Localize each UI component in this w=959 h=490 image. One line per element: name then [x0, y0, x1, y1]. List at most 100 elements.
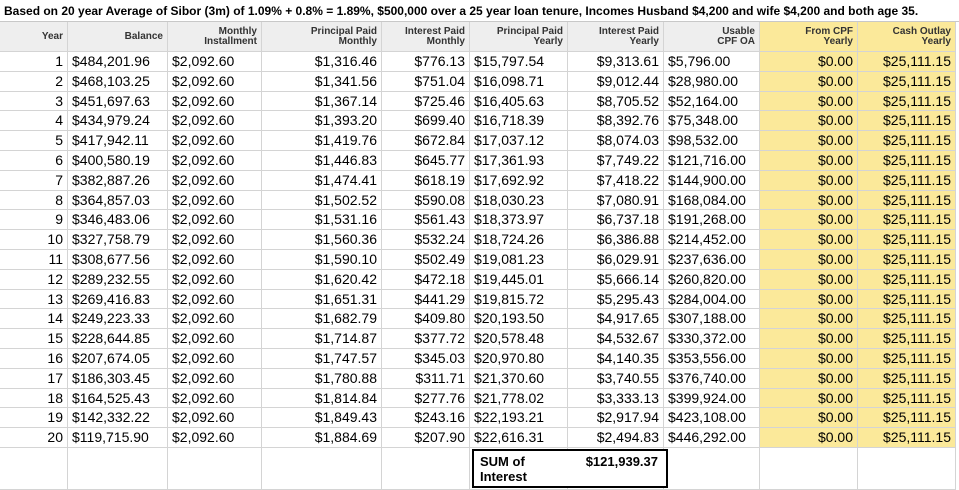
sum-label: SUM of Interest — [480, 454, 527, 484]
table-cell: $207.90 — [382, 428, 470, 448]
table-cell: $1,849.43 — [262, 408, 382, 429]
table-cell: 13 — [0, 289, 68, 310]
table-cell: $399,924.00 — [664, 388, 760, 409]
table-cell: $0.00 — [760, 408, 858, 429]
table-cell: $269,416.83 — [68, 289, 168, 310]
header-line: Balance — [124, 30, 163, 42]
table-cell: $17,361.93 — [470, 151, 568, 171]
table-cell: $18,373.97 — [470, 210, 568, 231]
table-cell: $346,483.06 — [68, 210, 168, 231]
table-cell: $289,232.55 — [68, 269, 168, 290]
table-cell: 17 — [0, 368, 68, 389]
table-cell: $0.00 — [760, 71, 858, 92]
table-cell: $18,030.23 — [470, 190, 568, 211]
table-cell: 8 — [0, 190, 68, 211]
table-cell: $1,419.76 — [262, 131, 382, 151]
table-cell: $2,092.60 — [168, 309, 262, 330]
table-cell: $9,313.61 — [568, 52, 664, 72]
table-cell: $17,037.12 — [470, 131, 568, 151]
table-cell: $25,111.15 — [858, 190, 956, 211]
header-line: Yearly — [533, 35, 563, 47]
table-cell: 12 — [0, 269, 68, 290]
table-cell: $2,092.60 — [168, 428, 262, 448]
table-cell: $2,092.60 — [168, 131, 262, 151]
table-cell: $2,092.60 — [168, 250, 262, 270]
sum-label-line: SUM of — [480, 454, 525, 469]
table-cell: $18,724.26 — [470, 230, 568, 250]
table-cell: $25,111.15 — [858, 250, 956, 270]
table-cell: $434,979.24 — [68, 111, 168, 132]
table-cell: $16,098.71 — [470, 71, 568, 92]
table-cell: $6,737.18 — [568, 210, 664, 231]
table-cell: $2,494.83 — [568, 428, 664, 448]
table-cell: $22,193.21 — [470, 408, 568, 429]
table-cell: $330,372.00 — [664, 329, 760, 349]
header-line: Interest Paid — [598, 25, 659, 37]
table-cell: $25,111.15 — [858, 408, 956, 429]
table-cell: $1,747.57 — [262, 349, 382, 369]
table-cell: $400,580.19 — [68, 151, 168, 171]
table-cell: 18 — [0, 388, 68, 409]
table-cell: $25,111.15 — [858, 368, 956, 389]
table-cell: $284,004.00 — [664, 289, 760, 310]
table-cell: $1,341.56 — [262, 71, 382, 92]
table-cell: $21,370.60 — [470, 368, 568, 389]
table-cell: $2,092.60 — [168, 230, 262, 250]
table-cell: $0.00 — [760, 428, 858, 448]
table-cell: $311.71 — [382, 368, 470, 389]
table-cell: $645.77 — [382, 151, 470, 171]
table-cell: 7 — [0, 170, 68, 191]
table-cell: 11 — [0, 250, 68, 270]
table-cell: $590.08 — [382, 190, 470, 211]
header-line: Yearly — [921, 35, 951, 47]
table-cell: $7,418.22 — [568, 170, 664, 191]
table-cell: $1,531.16 — [262, 210, 382, 231]
table-cell: 3 — [0, 91, 68, 112]
table-cell: $423,108.00 — [664, 408, 760, 429]
table-cell: $52,164.00 — [664, 91, 760, 112]
table-cell: $25,111.15 — [858, 388, 956, 409]
table-cell: $502.49 — [382, 250, 470, 270]
table-cell: $8,705.52 — [568, 91, 664, 112]
table-cell: 1 — [0, 52, 68, 72]
table-cell: $0.00 — [760, 131, 858, 151]
table-cell: $441.29 — [382, 289, 470, 310]
table-cell: $25,111.15 — [858, 131, 956, 151]
table-cell: $144,900.00 — [664, 170, 760, 191]
table-cell: $277.76 — [382, 388, 470, 409]
column-header: Year — [0, 22, 68, 52]
table-cell: $345.03 — [382, 349, 470, 369]
table-cell: $249,223.33 — [68, 309, 168, 330]
table-cell: $376,740.00 — [664, 368, 760, 389]
table-cell: $2,917.94 — [568, 408, 664, 429]
table-cell: $28,980.00 — [664, 71, 760, 92]
table-cell: $2,092.60 — [168, 52, 262, 72]
table-cell: $2,092.60 — [168, 349, 262, 369]
table-cell: $4,140.35 — [568, 349, 664, 369]
table-cell: $0.00 — [760, 289, 858, 310]
table-cell: $0.00 — [760, 388, 858, 409]
column-header: Principal Paid Monthly — [262, 22, 382, 52]
table-cell: $5,295.43 — [568, 289, 664, 310]
table-cell: $1,780.88 — [262, 368, 382, 389]
table-cell: $0.00 — [760, 111, 858, 132]
header-line: Yearly — [823, 35, 853, 47]
table-cell: $186,303.45 — [68, 368, 168, 389]
table-cell: 19 — [0, 408, 68, 429]
table-cell: $5,666.14 — [568, 269, 664, 290]
table-cell: $7,749.22 — [568, 151, 664, 171]
table-cell: $532.24 — [382, 230, 470, 250]
empty-cell — [0, 448, 68, 490]
table-cell: $1,620.42 — [262, 269, 382, 290]
header-line: Principal Paid — [310, 25, 377, 37]
table-cell: $2,092.60 — [168, 269, 262, 290]
table-cell: $382,887.26 — [68, 170, 168, 191]
table-cell: $25,111.15 — [858, 289, 956, 310]
table-cell: $7,080.91 — [568, 190, 664, 211]
table-cell: 16 — [0, 349, 68, 369]
table-cell: 2 — [0, 71, 68, 92]
table-cell: $1,884.69 — [262, 428, 382, 448]
header-line: Monthly — [426, 35, 465, 47]
table-cell: 10 — [0, 230, 68, 250]
